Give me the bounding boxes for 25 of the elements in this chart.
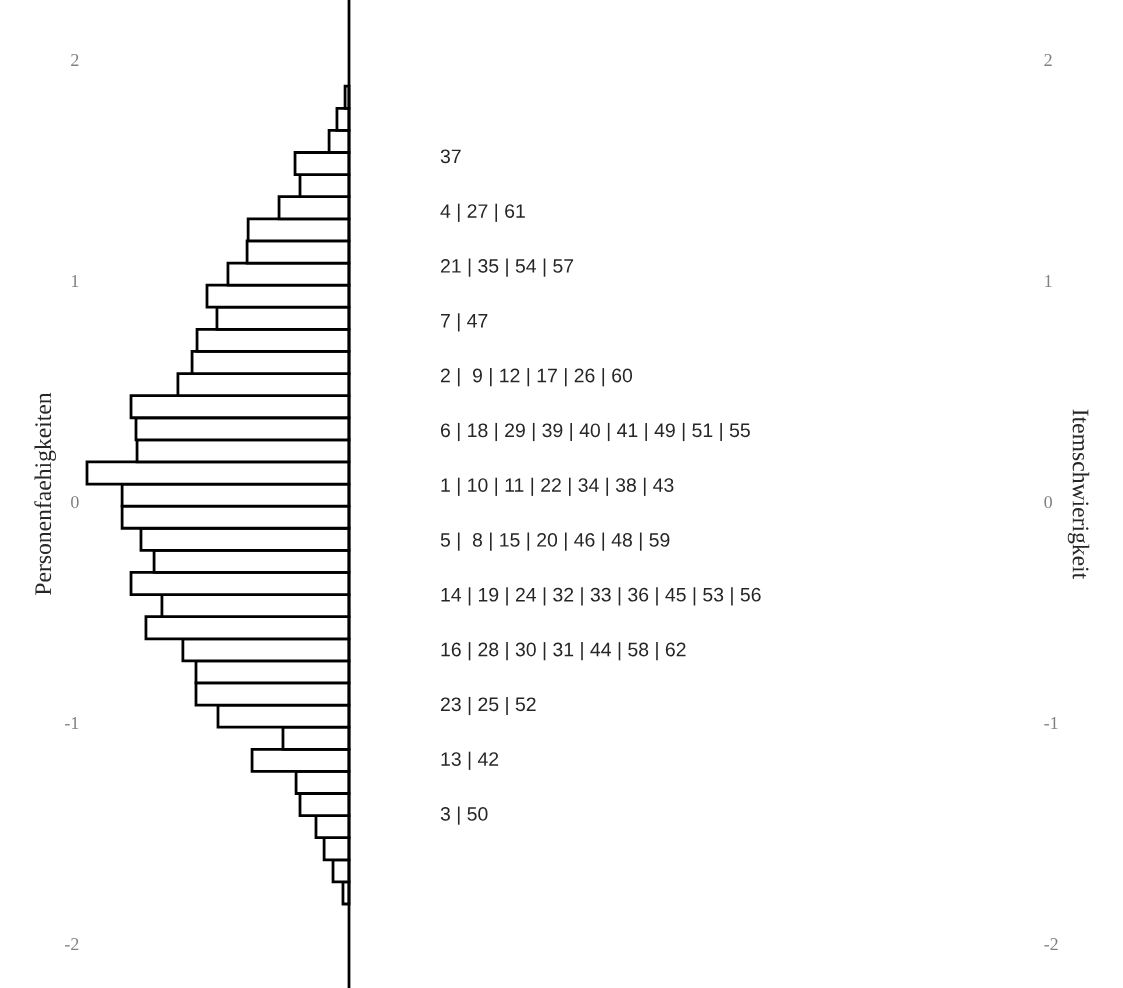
y-tick-label: -1 bbox=[65, 717, 79, 730]
text: 14 | 19 | 24 | 32 | 33 | 36 | 45 | 53 | 56 bbox=[441, 587, 761, 606]
y-tick-label: -2 bbox=[65, 938, 79, 951]
y2-tick-label: 0 bbox=[1044, 495, 1052, 509]
text: 16 | 28 | 30 | 31 | 44 | 58 | 62 bbox=[441, 642, 686, 661]
text: 4 | 27 | 61 bbox=[440, 203, 525, 222]
y2-tick-label: -2 bbox=[1044, 938, 1058, 951]
text: 5 | 8 | 15 | 20 | 46 | 48 | 59 bbox=[440, 532, 670, 551]
y2-tick-label: 2 bbox=[1044, 53, 1052, 66]
text: 7 | 47 bbox=[441, 313, 488, 332]
y2-tick-label: -1 bbox=[1044, 717, 1058, 730]
text: 2 | 9 | 12 | 17 | 26 | 60 bbox=[440, 368, 633, 387]
text: 23 | 25 | 52 bbox=[440, 696, 536, 716]
y2-tick-label: 1 bbox=[1045, 275, 1052, 287]
y-tick-label: 2 bbox=[71, 53, 79, 66]
text: 37 bbox=[440, 149, 461, 164]
text: 13 | 42 bbox=[441, 751, 499, 770]
y-tick-label: 0 bbox=[71, 495, 79, 509]
text: 1 | 10 | 11 | 22 | 34 | 38 | 43 bbox=[441, 477, 674, 496]
y-axis-title: Personenfaehigkeiten bbox=[34, 392, 56, 595]
text: 21 | 35 | 54 | 57 bbox=[440, 258, 574, 277]
y2-axis-title: Itemschwierigkeit bbox=[1067, 409, 1090, 580]
text: 6 | 18 | 29 | 39 | 40 | 41 | 49 | 51 | 55 bbox=[440, 422, 750, 442]
text: 3 | 50 bbox=[440, 806, 488, 825]
y-tick-label: 1 bbox=[71, 275, 79, 287]
